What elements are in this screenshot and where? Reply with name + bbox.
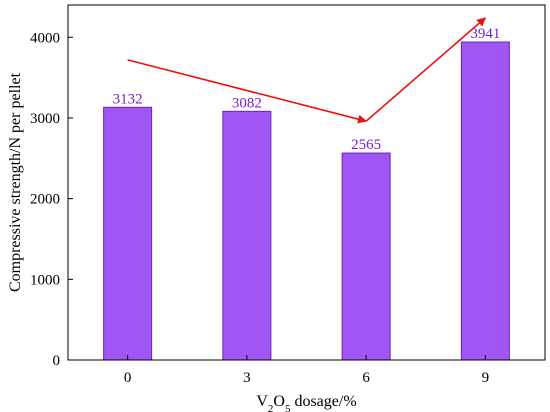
x-axis-title: V2O5 dosage/%	[256, 393, 356, 412]
x-axis-title-sub1: 2	[268, 403, 274, 412]
x-tick-label: 9	[482, 370, 490, 386]
x-axis-title-prefix: V	[256, 393, 268, 410]
x-axis-title-suffix: dosage/%	[290, 393, 356, 410]
y-tick-label: 0	[53, 353, 61, 369]
plot-frame	[67, 4, 546, 361]
x-axis-title-mid: O	[273, 393, 285, 410]
bar-0	[103, 106, 153, 361]
x-tick-label: 3	[243, 370, 251, 386]
y-tick-label: 1000	[30, 272, 60, 288]
bar-6	[341, 152, 391, 361]
y-axis-ticks: 0 1000 2000 3000 4000	[30, 30, 73, 369]
data-labels-group: 3132 3082 2565 3941	[113, 26, 501, 153]
bars-group	[103, 41, 510, 361]
y-tick-label: 3000	[30, 111, 60, 127]
bar-3	[222, 110, 272, 361]
data-label-0: 3132	[113, 91, 143, 107]
trend-arrow-1	[127, 59, 367, 124]
bar-9	[460, 41, 510, 361]
x-tick-label: 6	[362, 370, 370, 386]
data-label-3: 3082	[232, 95, 262, 111]
x-tick-label: 0	[124, 370, 132, 386]
x-axis-ticks: 0 3 6 9	[124, 355, 489, 386]
trend-arrows-group	[127, 17, 487, 124]
trend-arrow-2	[365, 17, 487, 122]
x-axis-title-sub2: 5	[285, 403, 291, 412]
data-label-6: 2565	[351, 137, 381, 153]
y-tick-label: 4000	[30, 30, 60, 46]
data-label-9: 3941	[470, 26, 500, 42]
y-axis-title: Compressive strength/N per pellet	[7, 72, 24, 292]
y-tick-label: 2000	[30, 192, 60, 208]
